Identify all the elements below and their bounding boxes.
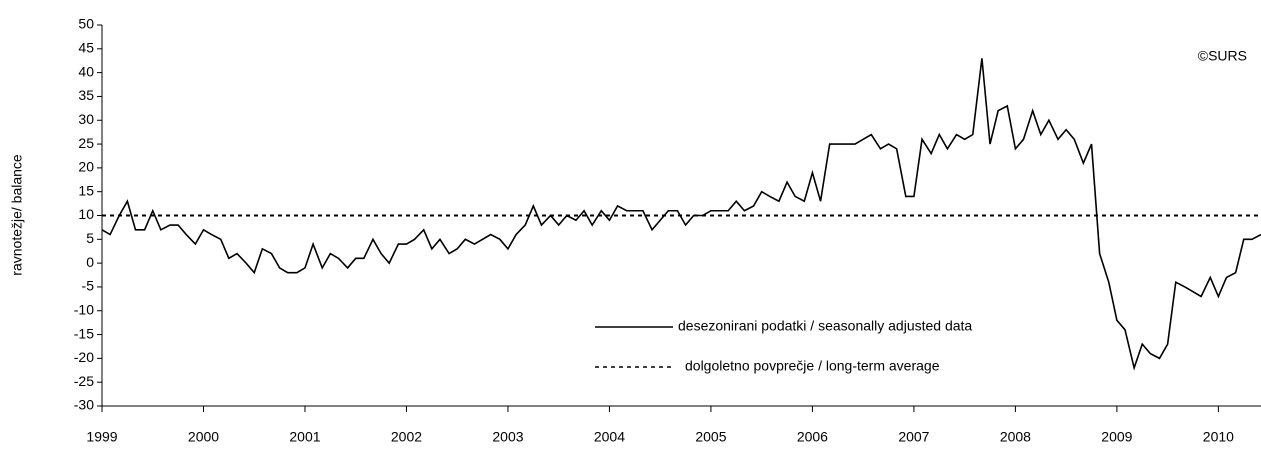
- y-tick-label: -20: [74, 349, 94, 365]
- x-tick-label: 2004: [594, 429, 625, 445]
- y-tick-label: 0: [86, 254, 94, 270]
- x-tick-label: 2006: [797, 429, 828, 445]
- x-tick-label: 2001: [289, 429, 320, 445]
- legend-label: desezonirani podatki / seasonally adjust…: [678, 318, 972, 334]
- y-tick-label: 10: [78, 206, 94, 222]
- y-tick-label: 35: [78, 87, 94, 103]
- y-tick-label: 50: [78, 16, 94, 32]
- x-tick-label: 2005: [695, 429, 726, 445]
- data-line: [101, 58, 1261, 371]
- y-tick-label: -30: [74, 397, 94, 413]
- y-tick-label: -15: [74, 325, 94, 341]
- annotation: ©SURS: [1198, 48, 1247, 64]
- y-tick-label: -10: [74, 301, 94, 317]
- y-tick-label: 30: [78, 111, 94, 127]
- legend-label: dolgoletno povprečje / long-term average: [685, 358, 940, 374]
- x-tick-label: 2007: [898, 429, 929, 445]
- x-tick-label: 2009: [1101, 429, 1132, 445]
- y-tick-label: 5: [86, 230, 94, 246]
- y-tick-label: 40: [78, 63, 94, 79]
- y-tick-label: 20: [78, 159, 94, 175]
- y-tick-label: 15: [78, 182, 94, 198]
- x-tick-label: 1999: [86, 429, 117, 445]
- x-tick-label: 2000: [188, 429, 219, 445]
- y-axis-label: ravnotežje/ balance: [9, 154, 25, 276]
- y-tick-label: -25: [74, 373, 94, 389]
- y-tick-label: 45: [78, 40, 94, 56]
- x-tick-label: 2008: [1000, 429, 1031, 445]
- x-tick-label: 2003: [492, 429, 523, 445]
- y-tick-label: 25: [78, 135, 94, 151]
- x-tick-label: 2002: [391, 429, 422, 445]
- y-tick-label: -5: [82, 278, 95, 294]
- x-tick-label: 2010: [1203, 429, 1234, 445]
